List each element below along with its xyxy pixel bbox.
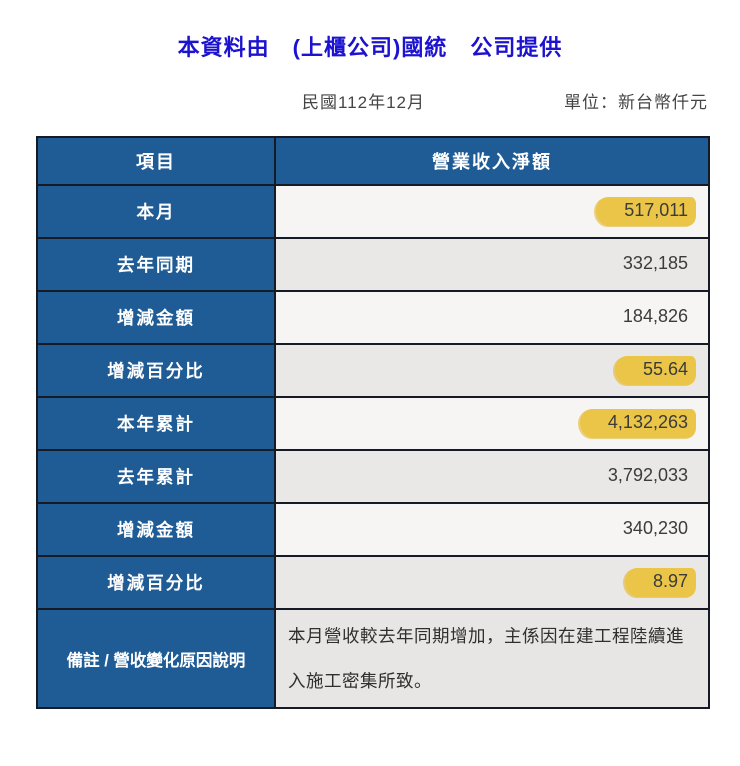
row-value: 340,230 bbox=[622, 518, 688, 538]
row-value: 517,011 bbox=[596, 197, 696, 226]
report-meta: 民國112年12月 單位：新台幣仟元 bbox=[36, 88, 708, 113]
row-label: 本年累計 bbox=[36, 396, 276, 451]
table-row-change-amount-ytd: 增減金額 340,230 bbox=[36, 502, 710, 557]
row-value: 8.97 bbox=[624, 568, 696, 597]
table-row-same-period-last-year: 去年同期 332,185 bbox=[36, 237, 710, 292]
table-row-current-month: 本月 517,011 bbox=[36, 184, 710, 239]
row-value: 184,826 bbox=[622, 306, 688, 326]
row-label: 本月 bbox=[36, 184, 276, 239]
row-label: 增減百分比 bbox=[36, 343, 276, 398]
column-header-net-revenue: 營業收入淨額 bbox=[274, 136, 710, 186]
table-header-row: 項目 營業收入淨額 bbox=[36, 136, 710, 186]
unit-label: 單位：新台幣仟元 bbox=[564, 93, 708, 112]
row-label: 增減金額 bbox=[36, 290, 276, 345]
monthly-revenue-report: 本資料由 (上櫃公司)國統 公司提供 民國112年12月 單位：新台幣仟元 項目… bbox=[0, 30, 740, 766]
table-row-ytd-current: 本年累計 4,132,263 bbox=[36, 396, 710, 451]
row-label: 去年累計 bbox=[36, 449, 276, 504]
table-row-remark: 備註 / 營收變化原因說明 本月營收較去年同期增加，主係因在建工程陸續進入施工密… bbox=[36, 607, 710, 710]
table-row-change-percent-ytd: 增減百分比 8.97 bbox=[36, 555, 710, 610]
row-value: 4,132,263 bbox=[579, 409, 696, 438]
page-title: 本資料由 (上櫃公司)國統 公司提供 bbox=[177, 35, 563, 60]
table-row-change-percent-month: 增減百分比 55.64 bbox=[36, 343, 710, 398]
remark-label: 備註 / 營收變化原因說明 bbox=[36, 607, 276, 710]
row-value: 55.64 bbox=[614, 356, 696, 385]
report-period: 民國112年12月 bbox=[302, 93, 426, 112]
revenue-table: 項目 營業收入淨額 本月 517,011 去年同期 332,185 增減金額 1… bbox=[36, 136, 710, 710]
column-header-item: 項目 bbox=[36, 136, 276, 186]
table-row-ytd-last-year: 去年累計 3,792,033 bbox=[36, 449, 710, 504]
row-label: 增減百分比 bbox=[36, 555, 276, 610]
remark-text: 本月營收較去年同期增加，主係因在建工程陸續進入施工密集所致。 bbox=[274, 607, 710, 710]
row-label: 增減金額 bbox=[36, 502, 276, 557]
row-value: 332,185 bbox=[622, 253, 688, 273]
table-row-change-amount-month: 增減金額 184,826 bbox=[36, 290, 710, 345]
row-label: 去年同期 bbox=[36, 237, 276, 292]
row-value: 3,792,033 bbox=[607, 465, 688, 485]
